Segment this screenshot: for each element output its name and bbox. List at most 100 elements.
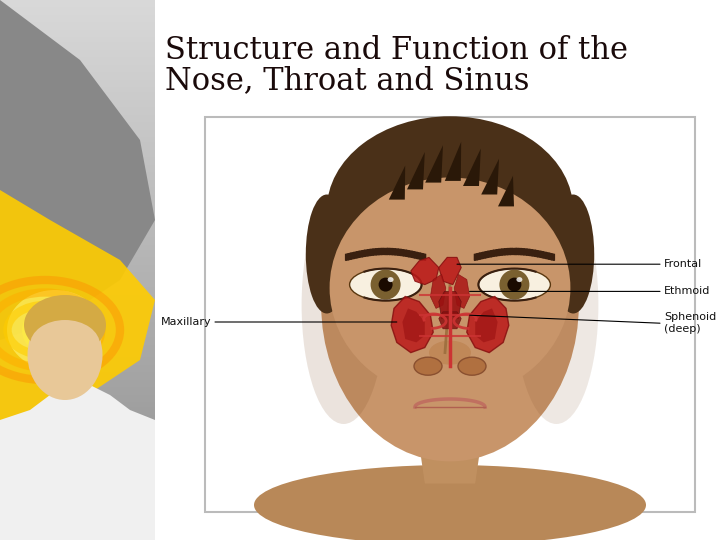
Bar <box>0 125 155 127</box>
Bar <box>0 385 155 388</box>
Bar <box>0 252 155 255</box>
Bar <box>0 262 155 265</box>
Bar <box>0 480 155 483</box>
Polygon shape <box>409 251 412 257</box>
Bar <box>0 512 155 515</box>
Polygon shape <box>402 308 425 342</box>
Bar <box>0 492 155 495</box>
Bar <box>0 57 155 60</box>
Ellipse shape <box>306 194 348 314</box>
Polygon shape <box>488 251 491 257</box>
Bar <box>0 393 155 395</box>
Bar <box>0 475 155 477</box>
Bar <box>0 490 155 492</box>
Bar <box>0 290 155 293</box>
Polygon shape <box>463 148 481 186</box>
Bar <box>0 63 155 65</box>
Bar <box>0 205 155 207</box>
Polygon shape <box>475 308 498 342</box>
Text: Frontal: Frontal <box>664 259 702 269</box>
Bar <box>0 532 155 535</box>
Bar <box>0 520 155 523</box>
Bar <box>0 2 155 5</box>
Bar <box>0 103 155 105</box>
Bar <box>0 287 155 290</box>
Bar <box>0 360 155 362</box>
Polygon shape <box>482 252 485 259</box>
Bar <box>0 302 155 305</box>
Bar <box>0 172 155 175</box>
Polygon shape <box>497 249 499 256</box>
Bar <box>0 468 155 470</box>
Polygon shape <box>480 253 482 259</box>
Bar <box>0 190 155 192</box>
Bar <box>0 525 155 528</box>
Bar <box>0 120 155 123</box>
Bar <box>0 52 155 55</box>
Bar <box>0 150 155 152</box>
Bar <box>0 495 155 497</box>
Bar <box>0 45 155 48</box>
Ellipse shape <box>24 295 106 355</box>
Ellipse shape <box>552 194 594 314</box>
Bar <box>0 377 155 380</box>
Ellipse shape <box>379 278 392 292</box>
Bar <box>0 258 155 260</box>
Bar <box>0 117 155 120</box>
Bar <box>0 0 155 540</box>
Bar <box>0 265 155 267</box>
Polygon shape <box>549 253 552 260</box>
Bar <box>0 35 155 37</box>
Bar <box>0 32 155 35</box>
Bar <box>0 395 155 397</box>
Bar <box>0 110 155 112</box>
Bar <box>0 407 155 410</box>
Bar <box>0 65 155 68</box>
Bar <box>0 207 155 210</box>
Bar <box>0 238 155 240</box>
Bar <box>0 160 155 163</box>
Bar <box>0 318 155 320</box>
Polygon shape <box>485 251 488 258</box>
Ellipse shape <box>345 160 555 212</box>
Bar <box>0 417 155 420</box>
Bar <box>0 535 155 537</box>
Polygon shape <box>438 312 462 329</box>
Bar <box>0 335 155 338</box>
Polygon shape <box>0 380 155 540</box>
Bar <box>0 250 155 253</box>
Bar <box>0 90 155 92</box>
Polygon shape <box>370 249 373 255</box>
Polygon shape <box>384 248 387 254</box>
Bar <box>0 510 155 512</box>
Bar <box>0 87 155 90</box>
Polygon shape <box>546 253 549 259</box>
Polygon shape <box>516 248 518 254</box>
Bar <box>0 433 155 435</box>
Bar <box>0 397 155 400</box>
Polygon shape <box>376 248 379 255</box>
Bar <box>0 325 155 327</box>
Bar <box>0 97 155 100</box>
Bar <box>0 200 155 202</box>
Bar <box>0 37 155 40</box>
Polygon shape <box>474 254 477 260</box>
Bar <box>0 375 155 377</box>
Bar <box>0 445 155 448</box>
Bar <box>0 347 155 350</box>
Bar <box>0 227 155 230</box>
Bar <box>0 187 155 190</box>
Bar <box>0 427 155 430</box>
Polygon shape <box>362 250 365 256</box>
Bar <box>0 528 155 530</box>
Bar <box>0 55 155 57</box>
Ellipse shape <box>7 290 103 370</box>
Polygon shape <box>379 248 382 255</box>
Polygon shape <box>423 254 426 260</box>
Polygon shape <box>418 253 420 259</box>
Bar <box>0 435 155 437</box>
Bar <box>0 298 155 300</box>
Polygon shape <box>505 248 508 255</box>
Text: Structure and Function of the: Structure and Function of the <box>165 35 628 66</box>
Bar <box>0 195 155 198</box>
